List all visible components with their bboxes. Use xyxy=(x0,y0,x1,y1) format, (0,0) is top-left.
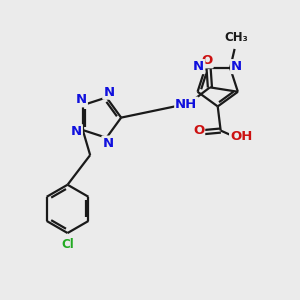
Text: CH₃: CH₃ xyxy=(224,31,248,44)
Text: NH: NH xyxy=(175,98,197,111)
Text: O: O xyxy=(201,54,213,68)
Text: N: N xyxy=(71,125,82,138)
Text: N: N xyxy=(231,60,242,73)
Text: N: N xyxy=(193,60,204,73)
Text: N: N xyxy=(102,136,113,150)
Text: N: N xyxy=(103,85,114,99)
Text: OH: OH xyxy=(230,130,253,143)
Text: Cl: Cl xyxy=(61,238,74,251)
Text: N: N xyxy=(76,93,87,106)
Text: O: O xyxy=(193,124,204,137)
